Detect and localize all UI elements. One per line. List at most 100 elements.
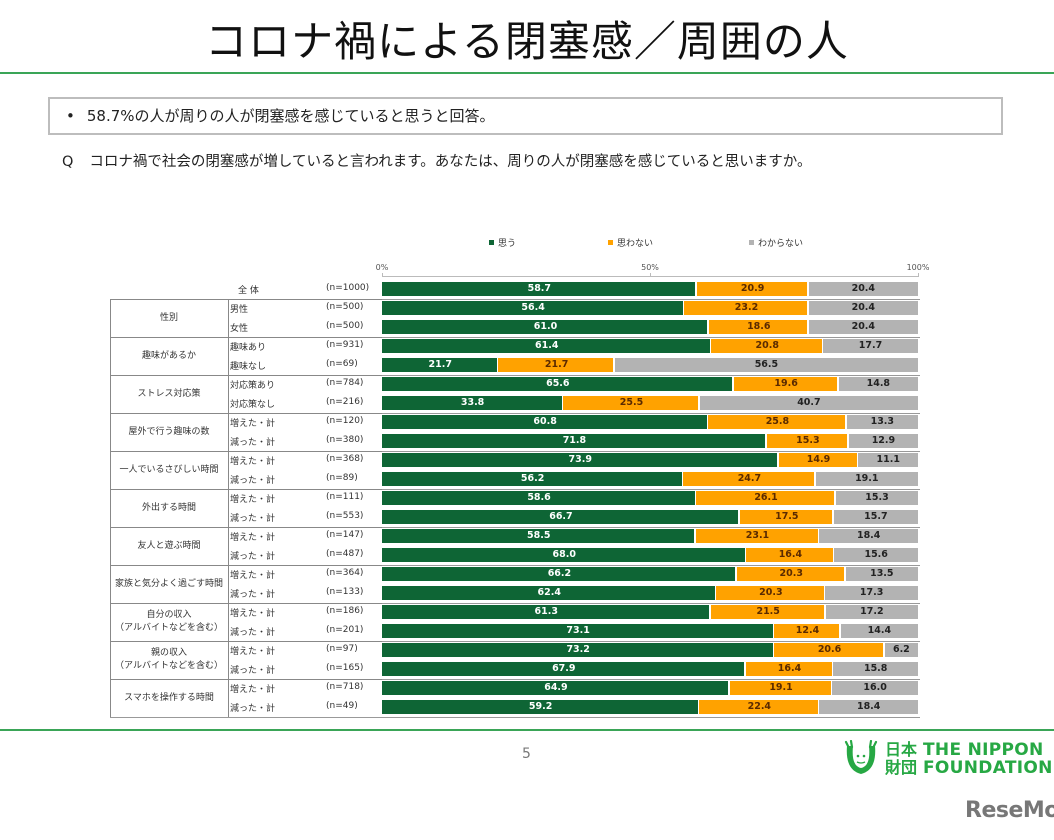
group-border (110, 527, 382, 528)
data-label: 14.9 (806, 454, 831, 465)
row-n-count: (n=1000) (326, 283, 370, 293)
data-label: 21.5 (756, 606, 780, 617)
bar-unknown (699, 396, 918, 410)
data-label: 22.4 (747, 701, 772, 712)
group-separator (382, 337, 920, 338)
group-label: 外出する時間 (141, 502, 196, 513)
row-n-count: (n=216) (326, 397, 364, 407)
data-label: 61.0 (533, 321, 558, 332)
group-border (110, 641, 382, 642)
data-label: 19.1 (855, 473, 879, 484)
row-label: 増えた・計 (230, 533, 276, 543)
x-axis-mark (918, 273, 919, 277)
row-label: 女性 (230, 324, 249, 334)
group-border (110, 603, 382, 604)
data-label: 20.6 (817, 644, 842, 655)
legend-item-think: 思う (489, 236, 516, 249)
bar-unknown (808, 301, 918, 315)
page-title: コロナ禍による閉塞感／周囲の人 (205, 17, 849, 66)
data-label: 68.0 (552, 549, 576, 560)
data-label: 20.3 (759, 587, 783, 598)
data-label: 56.4 (521, 302, 545, 313)
legend-item-not-think: 思わない (608, 236, 653, 249)
logo-en-bottom: FOUNDATION (923, 758, 1053, 778)
row-label: 男性 (230, 305, 249, 315)
bar-unknown (808, 320, 918, 334)
bar-not-think (683, 472, 815, 486)
logo-english: THE NIPPON FOUNDATION (923, 741, 1053, 777)
bar-think (382, 491, 695, 505)
data-label: 16.0 (863, 682, 887, 693)
data-label: 59.2 (528, 701, 553, 712)
group-border (110, 299, 382, 300)
group-separator (382, 413, 920, 414)
bar-think (382, 510, 739, 524)
bar-unknown (823, 339, 918, 353)
bar-think (382, 339, 710, 353)
bar-unknown (834, 548, 918, 562)
row-n-count: (n=500) (326, 321, 364, 331)
bar-not-think (766, 434, 848, 448)
question-text: コロナ禍で社会の閉塞感が増していると言われます。あなたは、周りの人が閉塞感を感じ… (89, 154, 812, 170)
group-border (110, 565, 382, 566)
legend-label-unknown: わからない (758, 239, 804, 249)
data-label: 15.8 (863, 663, 888, 674)
data-label: 15.3 (865, 492, 889, 503)
data-label: 58.5 (527, 530, 551, 541)
row-n-count: (n=111) (326, 492, 364, 502)
data-label: 58.7 (527, 283, 552, 294)
row-n-count: (n=368) (326, 454, 364, 464)
header-divider (0, 72, 1054, 74)
row-n-count: (n=69) (326, 359, 358, 369)
bar-unknown (825, 605, 918, 619)
bar-unknown (819, 700, 918, 714)
row-label: 対応策あり (230, 381, 276, 391)
bar-think (382, 624, 773, 638)
data-label: 14.4 (867, 625, 892, 636)
table-inner-border (228, 299, 229, 717)
row-n-count: (n=487) (326, 549, 364, 559)
data-label: 17.7 (858, 340, 883, 351)
bar-think (382, 377, 733, 391)
bar-unknown (838, 377, 918, 391)
data-label: 26.1 (754, 492, 778, 503)
group-separator (382, 527, 920, 528)
row-n-count: (n=931) (326, 340, 364, 350)
bar-not-think (774, 643, 884, 657)
row-n-count: (n=553) (326, 511, 364, 521)
legend-swatch-unknown (749, 240, 754, 245)
group-border (110, 337, 382, 338)
group-border (110, 413, 382, 414)
bar-unknown (815, 472, 918, 486)
row-n-count: (n=364) (326, 568, 364, 578)
group-label: 家族と気分よく過ごす時間 (114, 578, 224, 589)
bar-unknown (832, 681, 918, 695)
data-label: 16.4 (778, 549, 803, 560)
bar-unknown (884, 643, 918, 657)
bar-think (382, 567, 736, 581)
row-label: 増えた・計 (230, 571, 276, 581)
row-n-count: (n=97) (326, 644, 358, 654)
bar-unknown (833, 662, 918, 676)
bar-think (382, 548, 745, 562)
bar-unknown (846, 415, 918, 429)
group-separator (382, 451, 920, 452)
bar-think (382, 358, 497, 372)
bar-think (382, 396, 562, 410)
row-label: 増えた・計 (230, 457, 276, 467)
foundation-face-icon (844, 740, 878, 774)
data-label: 25.5 (619, 397, 644, 408)
group-separator (382, 679, 920, 680)
data-label: 14.8 (866, 378, 891, 389)
bar-think (382, 605, 710, 619)
legend-item-unknown: わからない (749, 236, 803, 249)
data-label: 18.4 (856, 701, 881, 712)
row-label: 減った・計 (230, 514, 276, 524)
row-label: 減った・計 (230, 552, 276, 562)
bar-unknown (845, 567, 918, 581)
data-label: 12.4 (795, 625, 820, 636)
x-axis-mark (382, 273, 383, 277)
row-label: 増えた・計 (230, 685, 276, 695)
legend-label-not-think: 思わない (617, 239, 654, 249)
data-label: 71.8 (562, 435, 587, 446)
